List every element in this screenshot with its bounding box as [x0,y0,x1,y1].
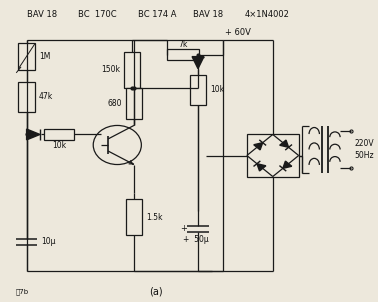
Bar [44,129,74,140]
Text: BC  170C: BC 170C [78,10,117,19]
Text: 50Hz: 50Hz [354,151,374,160]
Text: +: + [180,224,187,233]
Text: 4×1N4002: 4×1N4002 [245,10,290,19]
Text: +  50μ: + 50μ [183,235,209,244]
Text: 图7b: 图7b [15,288,29,295]
Polygon shape [192,56,204,69]
Text: 7k: 7k [178,40,188,50]
Text: (a): (a) [149,286,163,296]
Text: BAV 18: BAV 18 [26,10,57,19]
Text: 10k: 10k [52,141,66,150]
Bar [167,50,199,60]
Polygon shape [257,164,266,171]
Text: + 60V: + 60V [225,28,251,37]
Polygon shape [254,143,263,150]
Text: 10μ: 10μ [42,237,56,246]
Bar [124,52,140,88]
Text: 1.5k: 1.5k [146,213,162,222]
Bar [190,75,206,105]
Text: BAV 18: BAV 18 [193,10,223,19]
Polygon shape [280,140,289,147]
Text: 10k: 10k [210,85,224,94]
Bar [126,199,142,235]
Text: 680: 680 [107,99,122,108]
Text: 220V: 220V [354,139,374,148]
Polygon shape [26,129,40,140]
Text: 47k: 47k [39,92,53,101]
Bar [19,43,35,70]
Text: 150k: 150k [101,65,120,74]
Bar [19,82,35,112]
Bar [126,88,142,119]
Text: BC 174 A: BC 174 A [138,10,176,19]
Bar [247,134,299,177]
Text: 1M: 1M [39,52,50,61]
Polygon shape [283,161,292,169]
